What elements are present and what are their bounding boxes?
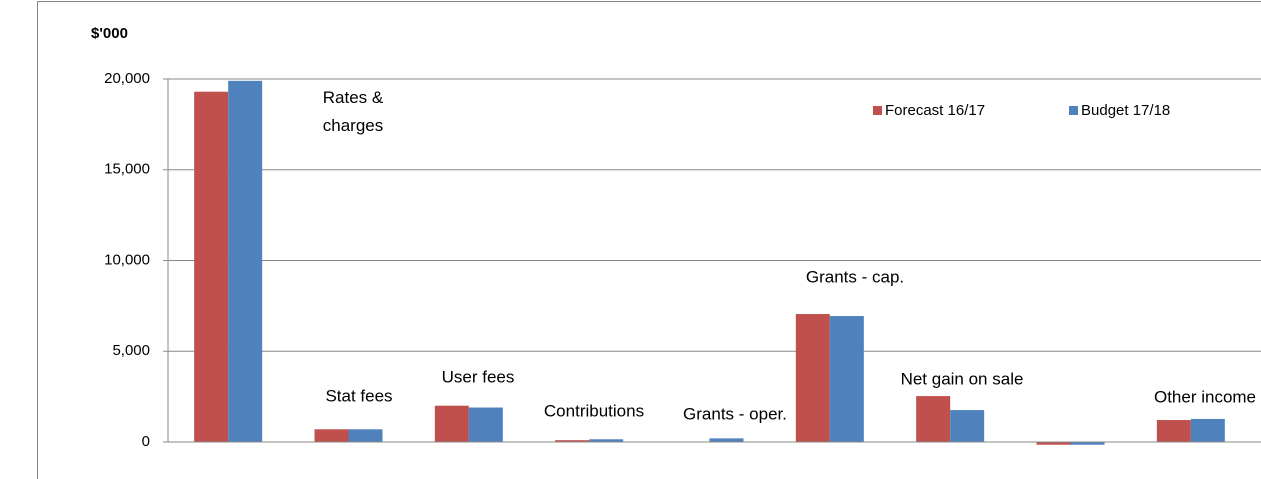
category-label: Stat fees [325, 386, 392, 405]
y-tick-label: 15,000 [104, 161, 150, 178]
bar [1036, 442, 1071, 445]
legend-swatch [873, 106, 882, 115]
category-label: Other income [1154, 387, 1256, 406]
bar [589, 439, 624, 442]
bar [314, 429, 349, 442]
category-label: User fees [442, 367, 515, 386]
category-label-box: Rates & charges [322, 88, 384, 135]
bar [916, 396, 951, 442]
bar [228, 80, 263, 442]
legend-label: Budget 17/18 [1081, 102, 1170, 119]
category-label: Net gain on sale [901, 369, 1024, 388]
y-tick-label: 10,000 [104, 251, 150, 268]
legend-swatch [1069, 106, 1078, 115]
bar [555, 440, 590, 442]
bar [950, 410, 985, 442]
y-tick-label: 20,000 [104, 70, 150, 87]
bar [348, 429, 383, 442]
bar [1070, 442, 1105, 445]
bar [1190, 418, 1225, 442]
category-label: Rates & charges [322, 88, 384, 135]
bar [434, 405, 469, 442]
bar [468, 407, 503, 442]
legend-label: Forecast 16/17 [885, 102, 985, 119]
bar [709, 438, 744, 442]
y-axis-label: $'000 [91, 25, 128, 42]
category-label: Contributions [544, 401, 644, 420]
category-label: Grants - cap. [806, 267, 904, 286]
y-tick-label: 0 [142, 433, 150, 450]
category-label: Grants - oper. [683, 404, 787, 423]
bar [829, 316, 864, 442]
bar [795, 314, 830, 442]
bar [194, 91, 229, 442]
bar [1156, 420, 1191, 442]
y-tick-label: 5,000 [112, 342, 150, 359]
